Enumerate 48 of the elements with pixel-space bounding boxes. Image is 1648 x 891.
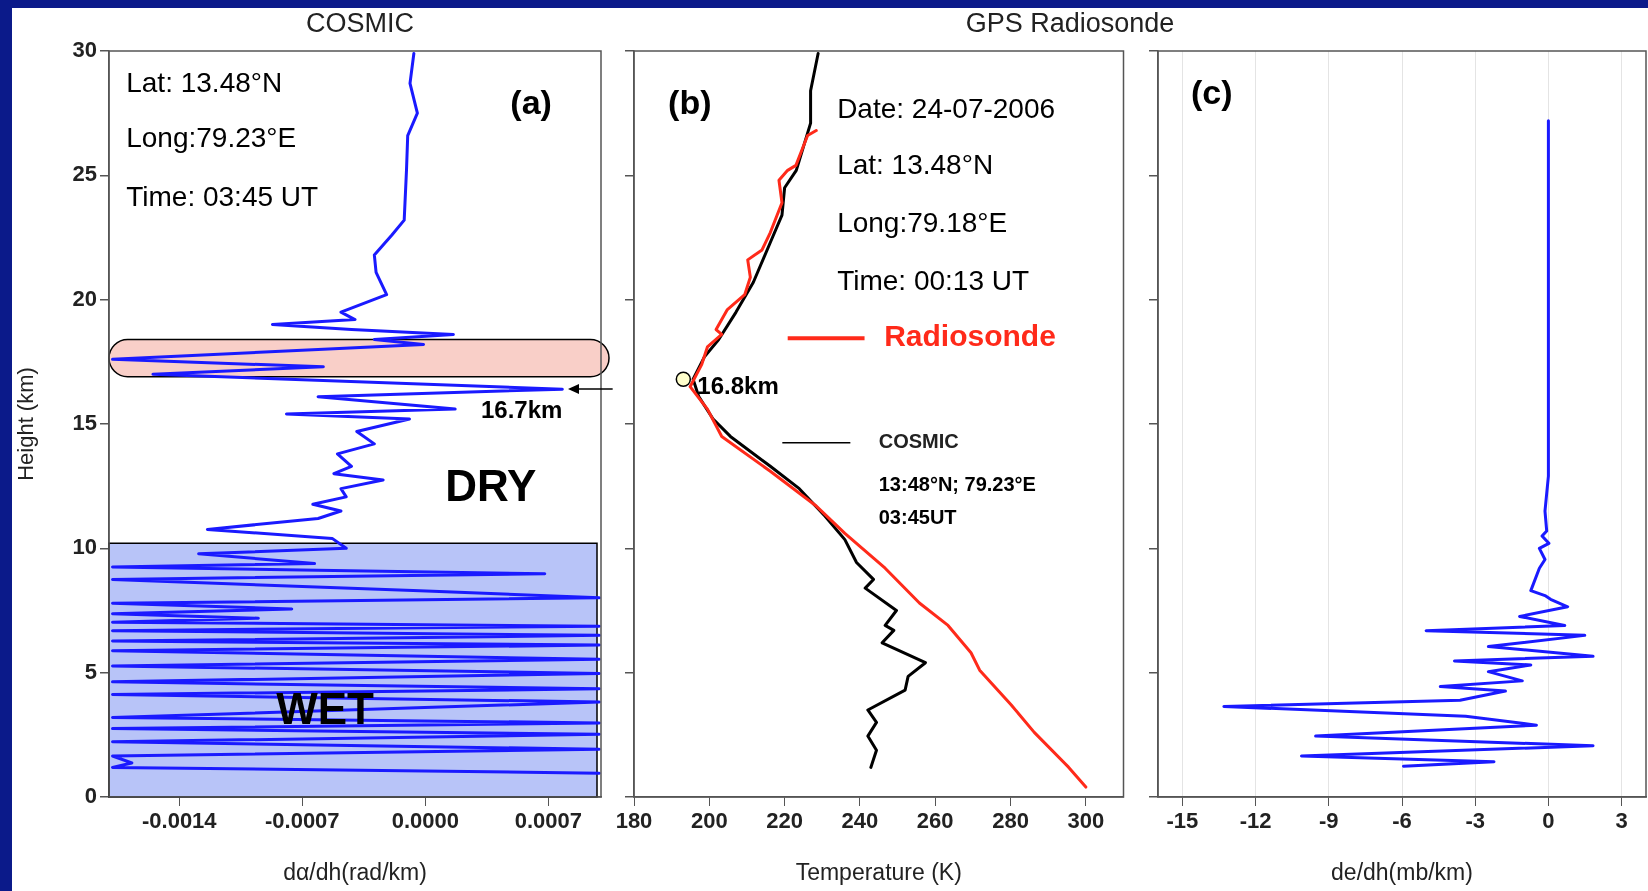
annotation: (c)	[1190, 73, 1233, 112]
x-tick-label: -15	[1166, 808, 1199, 834]
chart-title: GPS Radiosonde	[964, 8, 1176, 39]
annotation: Lat: 13.48°N	[126, 66, 283, 98]
legend-label: COSMIC	[878, 430, 959, 453]
x-tick-label: 200	[690, 808, 728, 834]
x-tick-label: 0.0007	[514, 808, 582, 834]
x-tick-label: 240	[841, 808, 879, 834]
x-tick-label: -0.0007	[264, 808, 340, 834]
annotation: Long:79.23°E	[126, 122, 297, 154]
annotation: 16.8km	[697, 371, 779, 399]
x-tick-label: -3	[1465, 808, 1485, 834]
x-tick-label: 220	[766, 808, 803, 834]
x-tick-label: 180	[615, 808, 653, 834]
annotation: (a)	[510, 83, 552, 122]
y-tick-label: 20	[72, 285, 97, 311]
annotation: Time: 03:45 UT	[126, 180, 319, 212]
annotation: 16.7km	[480, 395, 563, 423]
y-tick-label: 30	[72, 37, 97, 63]
x-tick-label: 0.0000	[391, 808, 459, 834]
x-tick-label: 260	[916, 808, 954, 834]
x-tick-label: -0.0014	[141, 808, 218, 834]
annotation: Long:79.18°E	[837, 206, 1008, 238]
y-tick-label: 0	[84, 783, 97, 809]
annotation: DRY	[445, 461, 537, 511]
x-tick-label: 0	[1542, 808, 1555, 834]
annotation: 03:45UT	[878, 505, 957, 528]
y-axis-title: Height (km)	[13, 367, 39, 481]
legend-label: Radiosonde	[884, 319, 1056, 353]
x-tick-label: 300	[1067, 808, 1105, 834]
x-axis-title: de/dh(mb/km)	[1331, 858, 1473, 885]
x-axis-title: Temperature (K)	[795, 858, 962, 885]
annotation: Date: 24-07-2006	[837, 92, 1056, 124]
x-tick-label: -6	[1392, 808, 1412, 834]
x-tick-label: 280	[992, 808, 1029, 834]
annotation: (b)	[668, 83, 712, 122]
y-tick-label: 10	[72, 534, 97, 560]
chart-title: COSMIC	[305, 8, 415, 39]
x-axis-title: dα/dh(rad/km)	[283, 858, 427, 885]
y-tick-label: 5	[84, 658, 97, 684]
x-tick-label: 3	[1615, 808, 1628, 834]
y-tick-label: 15	[72, 410, 97, 436]
y-tick-label: 25	[72, 161, 97, 187]
annotation: Lat: 13.48°N	[837, 148, 994, 180]
x-tick-label: -12	[1239, 808, 1272, 834]
annotation: Time: 00:13 UT	[837, 264, 1030, 296]
annotation: 13:48°N; 79.23°E	[878, 473, 1036, 496]
x-tick-label: -9	[1319, 808, 1339, 834]
